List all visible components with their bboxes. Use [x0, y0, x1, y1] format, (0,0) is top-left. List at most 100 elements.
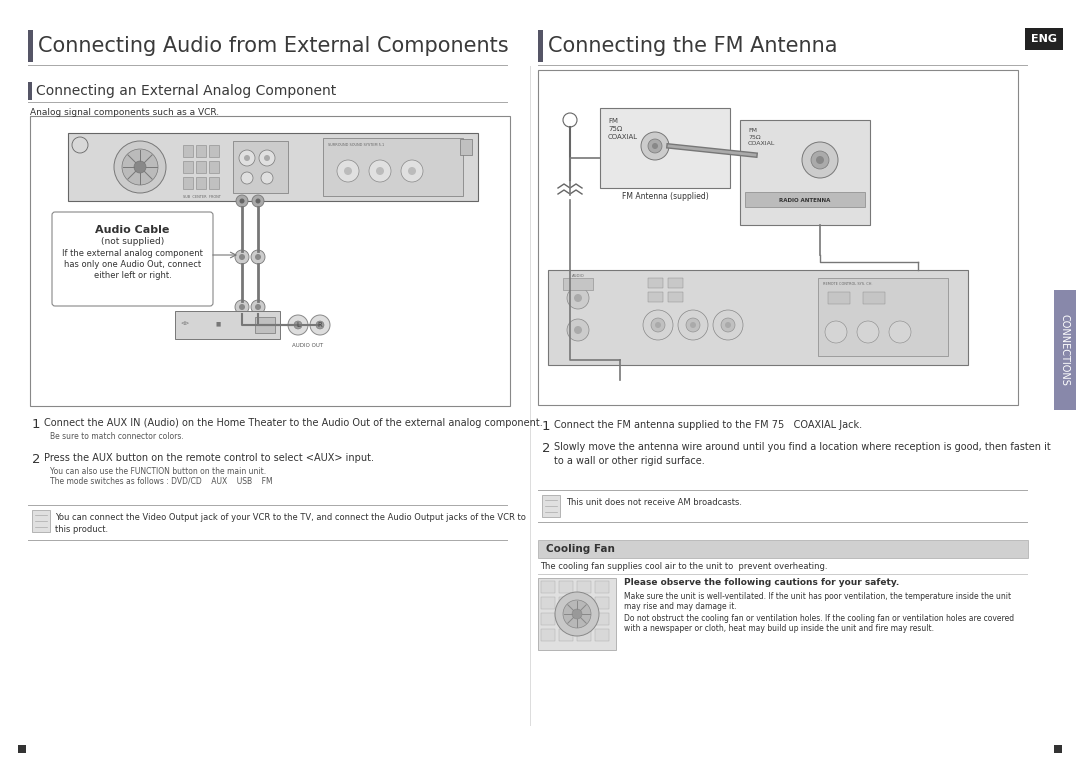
- Circle shape: [72, 137, 87, 153]
- Text: REMOTE CONTROL SYS. CH.: REMOTE CONTROL SYS. CH.: [823, 282, 873, 286]
- Circle shape: [816, 156, 824, 164]
- Bar: [18, 745, 26, 753]
- Text: Connecting the FM Antenna: Connecting the FM Antenna: [548, 36, 837, 56]
- Circle shape: [643, 310, 673, 340]
- Bar: [183, 161, 193, 173]
- Text: This unit does not receive AM broadcasts.: This unit does not receive AM broadcasts…: [566, 498, 742, 507]
- Bar: [255, 317, 275, 333]
- Circle shape: [237, 195, 248, 207]
- Bar: [542, 495, 561, 517]
- Bar: [541, 613, 555, 625]
- Bar: [577, 613, 591, 625]
- Bar: [541, 629, 555, 641]
- Bar: [863, 292, 885, 304]
- Text: Analog signal components such as a VCR.: Analog signal components such as a VCR.: [30, 108, 219, 117]
- Text: FM Antenna (supplied): FM Antenna (supplied): [622, 192, 708, 201]
- Text: The cooling fan supplies cool air to the unit to  prevent overheating.: The cooling fan supplies cool air to the…: [540, 562, 827, 571]
- Circle shape: [678, 310, 708, 340]
- Circle shape: [255, 304, 261, 310]
- Bar: [740, 120, 870, 225]
- Bar: [195, 161, 206, 173]
- Circle shape: [239, 304, 245, 310]
- Text: Press the AUX button on the remote control to select <AUX> input.: Press the AUX button on the remote contr…: [44, 453, 374, 463]
- Bar: [210, 161, 219, 173]
- Circle shape: [294, 321, 302, 329]
- Text: The mode switches as follows : DVD/CD    AUX    USB    FM: The mode switches as follows : DVD/CD AU…: [50, 477, 272, 486]
- Circle shape: [573, 326, 582, 334]
- Circle shape: [239, 150, 255, 166]
- Circle shape: [244, 155, 249, 161]
- Bar: [460, 139, 472, 155]
- Bar: [195, 145, 206, 157]
- Bar: [210, 145, 219, 157]
- Circle shape: [256, 198, 260, 204]
- Text: ENG: ENG: [1031, 34, 1057, 44]
- Circle shape: [563, 113, 577, 127]
- Text: Be sure to match connector colors.: Be sure to match connector colors.: [50, 432, 184, 441]
- Bar: [559, 581, 573, 593]
- Bar: [563, 278, 593, 290]
- Bar: [541, 581, 555, 593]
- Circle shape: [651, 318, 665, 332]
- Circle shape: [713, 310, 743, 340]
- Bar: [210, 177, 219, 189]
- Circle shape: [652, 143, 658, 149]
- Text: If the external analog component: If the external analog component: [62, 249, 203, 258]
- Circle shape: [648, 139, 662, 153]
- Circle shape: [288, 315, 308, 335]
- Circle shape: [889, 321, 912, 343]
- Circle shape: [811, 151, 829, 169]
- Bar: [175, 311, 280, 339]
- Circle shape: [725, 322, 731, 328]
- Circle shape: [401, 160, 423, 182]
- Circle shape: [642, 132, 669, 160]
- Circle shape: [122, 149, 158, 185]
- Circle shape: [376, 167, 384, 175]
- Bar: [28, 30, 33, 62]
- Circle shape: [261, 172, 273, 184]
- Bar: [577, 581, 591, 593]
- Bar: [233, 141, 288, 193]
- Circle shape: [134, 161, 146, 173]
- Bar: [595, 629, 609, 641]
- Text: R: R: [318, 322, 322, 328]
- Text: You can connect the Video Output jack of your VCR to the TV, and connect the Aud: You can connect the Video Output jack of…: [55, 513, 526, 535]
- Bar: [600, 108, 730, 188]
- Text: either left or right.: either left or right.: [94, 271, 172, 280]
- Circle shape: [241, 172, 253, 184]
- Bar: [745, 192, 865, 207]
- Bar: [28, 82, 32, 100]
- Bar: [183, 177, 193, 189]
- Text: Cooling Fan: Cooling Fan: [546, 544, 615, 554]
- Circle shape: [567, 287, 589, 309]
- Circle shape: [572, 609, 582, 619]
- Text: Do not obstruct the cooling fan or ventilation holes. If the cooling fan or vent: Do not obstruct the cooling fan or venti…: [624, 614, 1014, 623]
- Bar: [595, 597, 609, 609]
- Text: RADIO ANTENNA: RADIO ANTENNA: [780, 198, 831, 202]
- Bar: [183, 145, 193, 157]
- Text: Slowly move the antenna wire around until you find a location where reception is: Slowly move the antenna wire around unti…: [554, 442, 1051, 466]
- Bar: [577, 629, 591, 641]
- Bar: [195, 177, 206, 189]
- Text: Audio Cable: Audio Cable: [95, 225, 170, 235]
- Circle shape: [259, 150, 275, 166]
- Bar: [559, 613, 573, 625]
- Circle shape: [337, 160, 359, 182]
- Circle shape: [563, 600, 591, 628]
- Circle shape: [235, 300, 249, 314]
- Bar: [1054, 745, 1062, 753]
- Bar: [577, 597, 591, 609]
- Circle shape: [555, 592, 599, 636]
- Bar: [538, 70, 1018, 405]
- Bar: [595, 613, 609, 625]
- Text: FM
75Ω
COAXIAL: FM 75Ω COAXIAL: [608, 118, 638, 140]
- Circle shape: [654, 322, 661, 328]
- Text: AUDIO: AUDIO: [571, 274, 584, 278]
- Bar: [595, 581, 609, 593]
- Circle shape: [686, 318, 700, 332]
- Text: 2: 2: [32, 453, 41, 466]
- Bar: [648, 278, 663, 288]
- Circle shape: [255, 254, 261, 260]
- Bar: [669, 292, 683, 302]
- Circle shape: [316, 321, 324, 329]
